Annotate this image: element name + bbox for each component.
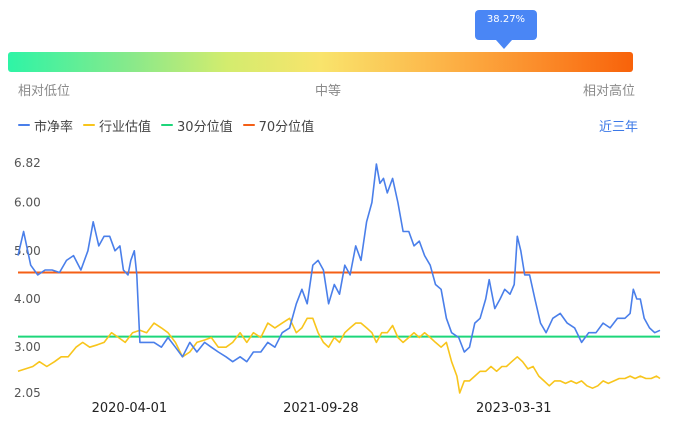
legend-swatch bbox=[83, 124, 96, 126]
legend-label: 70分位值 bbox=[258, 119, 315, 135]
x-tick-label: 2020-04-01 bbox=[92, 401, 168, 416]
percentile-tooltip: 38.27% bbox=[475, 10, 537, 40]
label-mid: 中等 bbox=[315, 84, 342, 99]
y-tick-label: 6.00 bbox=[14, 196, 41, 210]
legend-swatch bbox=[242, 124, 255, 126]
series-lines bbox=[17, 163, 661, 394]
x-axis-ticks: 2020-04-01 2021-09-28 2023-03-31 bbox=[92, 401, 552, 416]
y-tick-label: 6.82 bbox=[14, 156, 41, 170]
y-tick-label: 3.00 bbox=[14, 340, 41, 354]
label-high: 相对高位 bbox=[583, 84, 636, 99]
y-axis-ticks: 6.826.005.004.003.002.05 bbox=[14, 156, 41, 400]
legend-item-p70[interactable]: 70分位值 bbox=[242, 116, 315, 135]
percentile-value: 38.27% bbox=[486, 14, 526, 25]
label-low: 相对低位 bbox=[18, 84, 71, 99]
legend-swatch bbox=[161, 124, 174, 126]
tooltip-pointer bbox=[496, 40, 512, 49]
threshold-lines bbox=[18, 271, 660, 338]
chart-legend: 市净率 行业估值 30分位值 70分位值 bbox=[18, 116, 324, 135]
legend-item-p30[interactable]: 30分位值 bbox=[161, 116, 233, 135]
y-tick-label: 2.05 bbox=[14, 386, 41, 400]
x-tick-label: 2023-03-31 bbox=[476, 401, 552, 416]
legend-label: 30分位值 bbox=[177, 119, 233, 135]
percentile-gradient-bar bbox=[8, 52, 633, 72]
range-selector-3y[interactable]: 近三年 bbox=[599, 120, 639, 135]
series-line bbox=[17, 163, 661, 363]
legend-item-pb[interactable]: 市净率 bbox=[18, 116, 73, 135]
legend-item-industry[interactable]: 行业估值 bbox=[83, 116, 151, 135]
series-line bbox=[17, 317, 661, 394]
legend-label: 行业估值 bbox=[99, 119, 152, 135]
x-tick-label: 2021-09-28 bbox=[283, 401, 359, 416]
legend-label: 市净率 bbox=[34, 119, 74, 135]
legend-swatch bbox=[18, 124, 30, 126]
y-tick-label: 4.00 bbox=[14, 292, 41, 306]
